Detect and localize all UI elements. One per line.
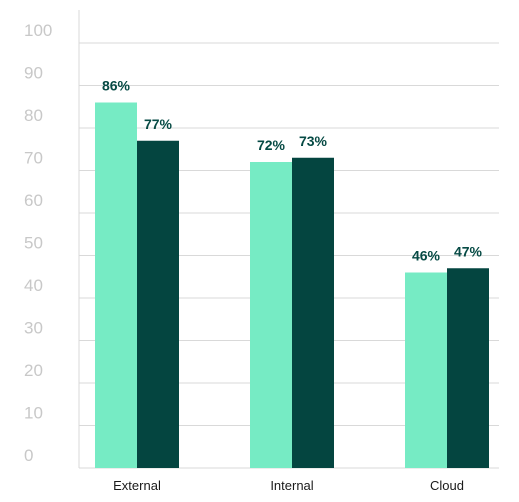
x-category-label-external: External	[113, 478, 161, 493]
data-label-cloud-series-2: 47%	[454, 243, 483, 259]
x-category-label-internal: Internal	[270, 478, 313, 493]
bar-internal-series-2	[292, 157, 334, 468]
bar-external-series-2	[137, 140, 179, 468]
bar-cloud-series-1	[405, 272, 447, 468]
y-tick-label-40: 40	[24, 276, 43, 295]
data-label-cloud-series-1: 46%	[412, 248, 441, 264]
y-tick-label-0: 0	[24, 446, 33, 465]
y-tick-label-100: 100	[24, 21, 52, 40]
bar-cloud-series-2	[447, 268, 489, 468]
y-tick-label-10: 10	[24, 404, 43, 423]
y-tick-label-80: 80	[24, 106, 43, 125]
y-tick-label-60: 60	[24, 191, 43, 210]
data-label-external-series-1: 86%	[102, 78, 131, 94]
y-tick-label-50: 50	[24, 234, 43, 253]
bar-internal-series-1	[250, 162, 292, 468]
y-tick-label-30: 30	[24, 319, 43, 338]
data-label-internal-series-2: 73%	[299, 133, 328, 149]
y-tick-label-90: 90	[24, 64, 43, 83]
data-label-external-series-2: 77%	[144, 116, 173, 132]
data-label-internal-series-1: 72%	[257, 137, 286, 153]
bar-layer	[95, 102, 489, 468]
bar-external-series-1	[95, 102, 137, 468]
y-tick-label-20: 20	[24, 361, 43, 380]
x-category-label-cloud: Cloud	[430, 478, 464, 493]
label-layer: 86% 77% External 72% 73% Internal 46% 47% Cloud	[102, 78, 483, 494]
y-tick-label-70: 70	[24, 149, 43, 168]
